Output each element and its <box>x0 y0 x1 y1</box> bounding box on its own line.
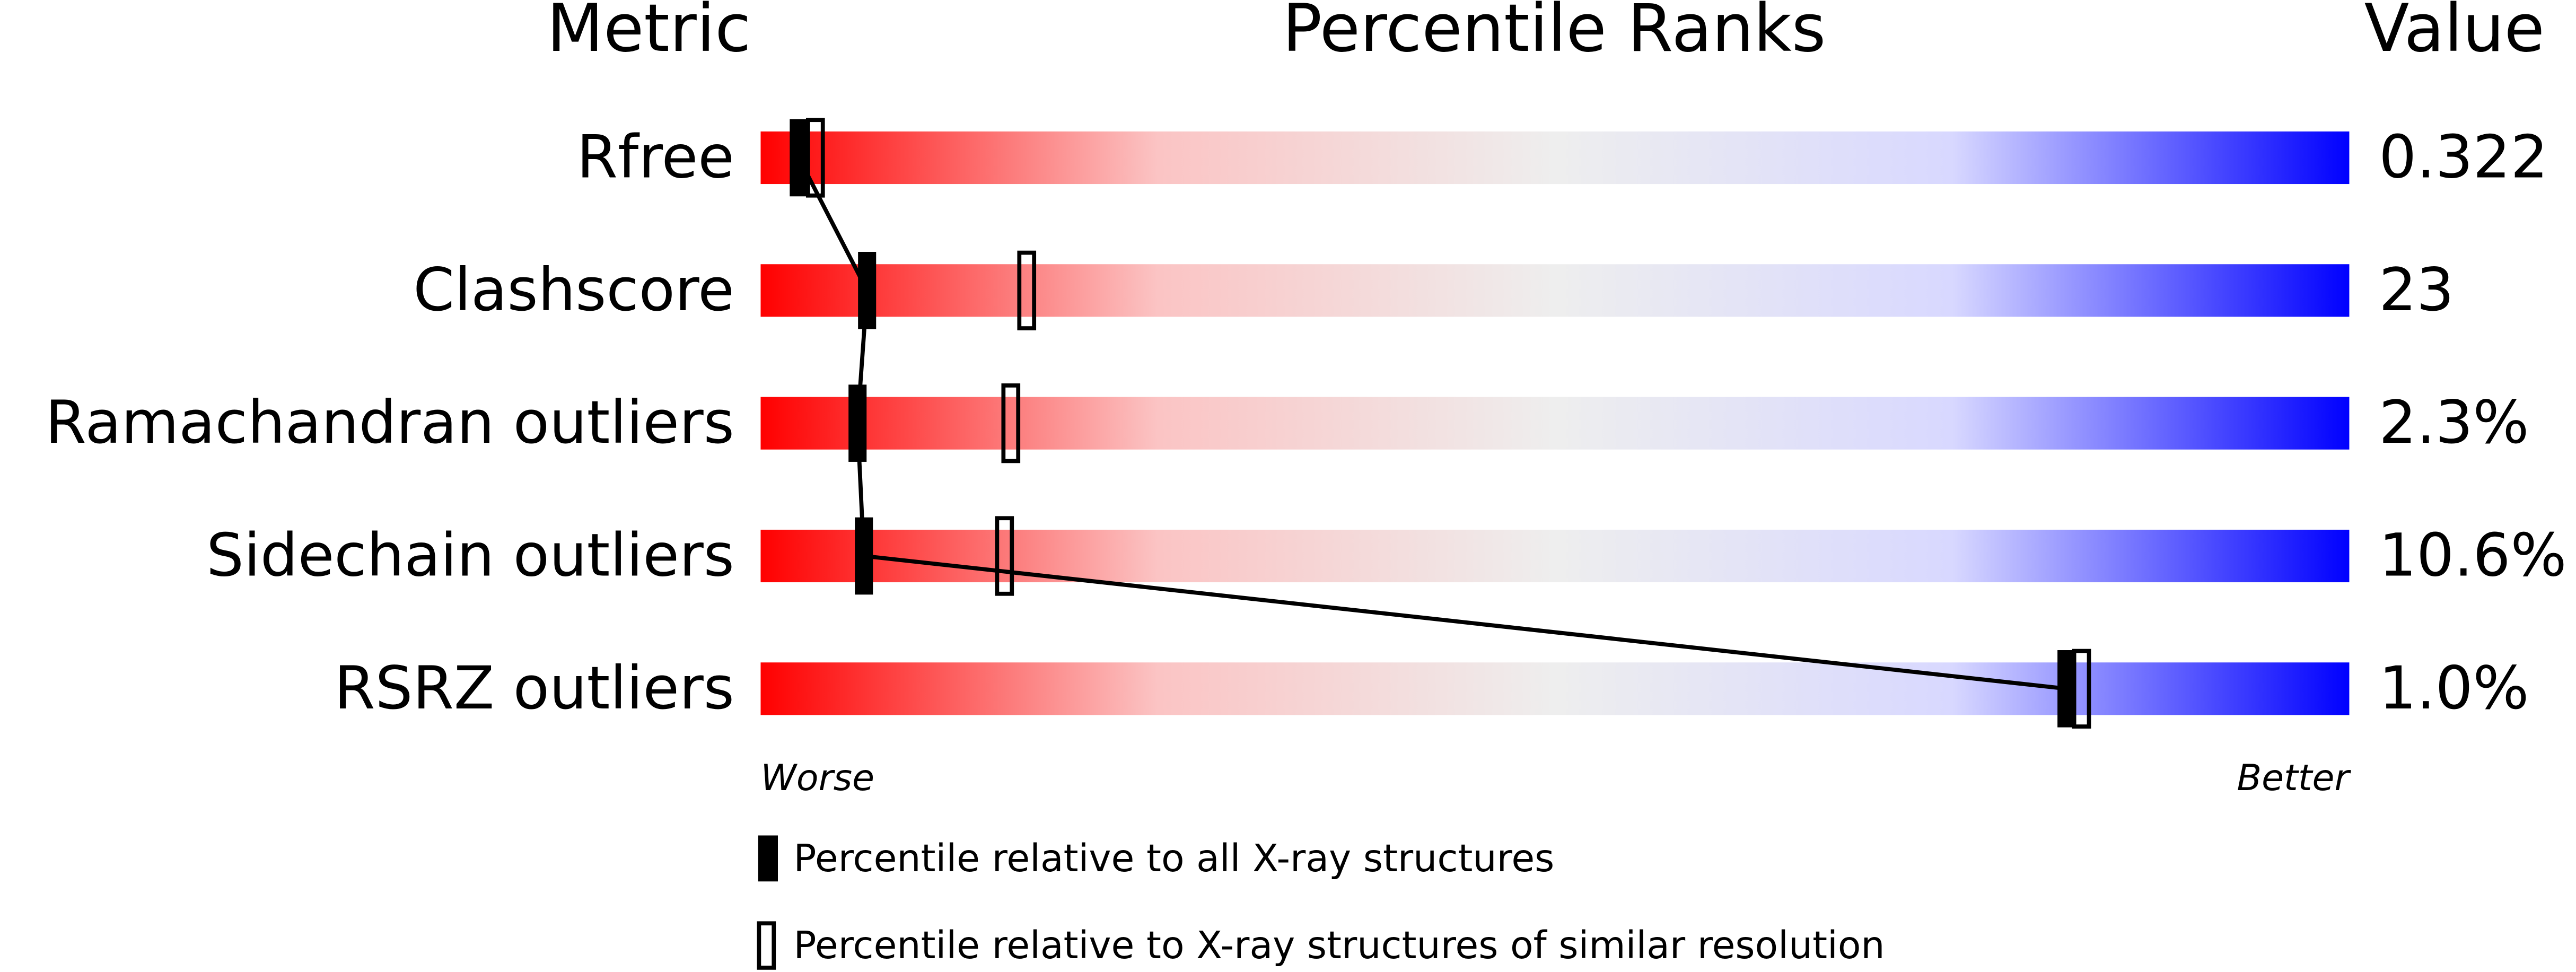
marker-filled <box>848 384 867 462</box>
marker-filled <box>855 517 873 595</box>
metric-value: 10.6% <box>2379 521 2566 590</box>
header-metric: Metric <box>547 0 751 67</box>
worse-label: Worse <box>760 757 874 799</box>
better-label: Better <box>2237 757 2351 799</box>
metric-label: Ramachandran outliers <box>45 388 734 457</box>
marker-filled <box>2057 650 2076 728</box>
marker-filled <box>858 252 877 329</box>
legend-swatch <box>758 835 778 882</box>
percentile-bar <box>760 264 2350 317</box>
metric-label: Clashscore <box>413 256 734 325</box>
marker-open <box>1001 383 1021 463</box>
marker-open <box>805 118 825 198</box>
metric-label: Sidechain outliers <box>206 521 734 590</box>
marker-open <box>995 516 1014 596</box>
metric-value: 23 <box>2379 256 2454 325</box>
marker-filled <box>790 119 808 197</box>
legend-swatch <box>757 921 776 970</box>
header-value: Value <box>2364 0 2545 67</box>
metric-value: 2.3% <box>2379 388 2529 457</box>
legend-label: Percentile relative to X-ray structures … <box>793 923 1885 967</box>
legend-label: Percentile relative to all X-ray structu… <box>793 836 1554 880</box>
percentile-bar <box>760 131 2350 185</box>
header-ranks: Percentile Ranks <box>1282 0 1826 67</box>
metric-label: RSRZ outliers <box>334 654 734 723</box>
percentile-bar <box>760 397 2350 450</box>
marker-open <box>1017 250 1037 330</box>
metric-value: 0.322 <box>2379 122 2548 191</box>
metric-value: 1.0% <box>2379 654 2529 723</box>
metric-label: Rfree <box>577 122 734 191</box>
percentile-bar <box>760 662 2350 715</box>
